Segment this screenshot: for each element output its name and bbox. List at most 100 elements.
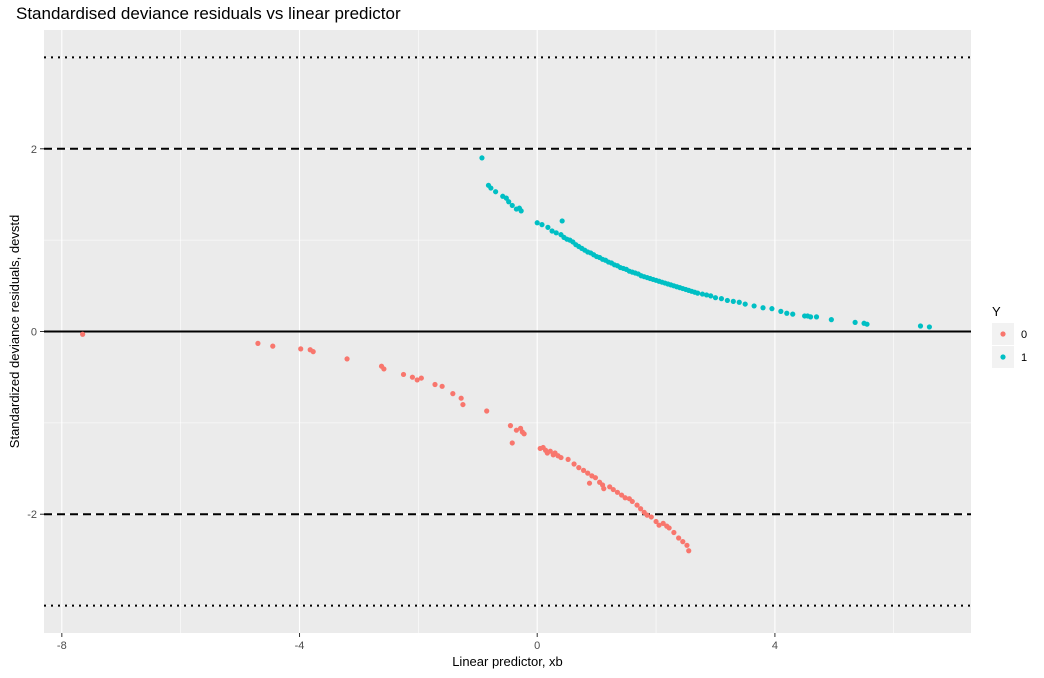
point-series-0 — [610, 486, 616, 493]
point-series-1 — [926, 324, 933, 330]
axis-ticks: -8 -4 0 4 -2 0 2 — [27, 144, 778, 652]
point-series-0 — [648, 514, 654, 520]
point-series-0 — [521, 431, 527, 437]
data-points — [80, 155, 933, 554]
point-series-1 — [549, 228, 555, 234]
point-series-0 — [460, 401, 466, 408]
point-series-1 — [751, 303, 757, 309]
point-series-1 — [488, 185, 494, 191]
point-series-1 — [493, 189, 499, 195]
point-series-0 — [418, 375, 424, 381]
point-series-0 — [571, 461, 577, 467]
point-series-1 — [703, 292, 710, 298]
point-series-1 — [864, 321, 870, 327]
point-series-0 — [432, 381, 438, 388]
point-series-1 — [479, 155, 485, 161]
y-tick-label: -2 — [27, 509, 37, 521]
point-series-1 — [778, 308, 784, 314]
point-series-0 — [565, 456, 571, 463]
point-series-1 — [509, 202, 515, 209]
point-series-0 — [676, 535, 682, 541]
y-tick-label: 0 — [31, 327, 37, 339]
point-series-0 — [629, 498, 635, 505]
point-series-0 — [684, 542, 690, 548]
point-series-0 — [509, 440, 515, 446]
point-series-1 — [695, 290, 701, 296]
x-tick-label: 0 — [534, 640, 540, 652]
point-series-0 — [270, 343, 276, 349]
point-series-1 — [760, 305, 766, 311]
x-tick-label: 4 — [772, 640, 778, 652]
point-series-1 — [917, 323, 924, 329]
point-series-1 — [784, 310, 790, 316]
point-series-0 — [586, 480, 593, 486]
point-series-0 — [638, 506, 644, 512]
point-series-0 — [344, 356, 350, 362]
point-series-0 — [686, 548, 692, 554]
point-series-1 — [712, 295, 719, 301]
point-series-1 — [813, 314, 820, 320]
point-series-0 — [618, 492, 625, 498]
point-series-1 — [724, 297, 730, 304]
point-series-1 — [828, 317, 834, 323]
point-series-0 — [310, 349, 316, 355]
point-series-0 — [558, 454, 564, 461]
x-axis-title: Linear predictor, xb — [452, 654, 563, 669]
point-series-0 — [409, 374, 416, 380]
point-series-0 — [439, 383, 445, 389]
point-series-1 — [718, 296, 725, 302]
point-series-1 — [807, 314, 814, 320]
point-series-1 — [852, 319, 858, 325]
legend-key-point — [1000, 354, 1006, 360]
point-series-1 — [518, 208, 524, 214]
point-series-1 — [699, 291, 706, 297]
point-series-0 — [507, 423, 514, 429]
legend-label: 1 — [1021, 352, 1027, 364]
point-series-1 — [708, 293, 714, 299]
point-series-0 — [414, 377, 420, 383]
legend-title: Y — [992, 304, 1001, 319]
point-series-0 — [450, 391, 456, 397]
point-series-1 — [559, 218, 565, 224]
point-series-0 — [634, 502, 640, 508]
y-axis-title: Standardized deviance residuals, devstd — [7, 215, 22, 448]
point-series-0 — [580, 467, 587, 473]
point-series-0 — [585, 470, 591, 476]
point-series-1 — [553, 230, 559, 236]
point-series-1 — [545, 224, 551, 230]
point-series-0 — [80, 331, 86, 337]
y-tick-label: 2 — [31, 144, 37, 156]
point-series-0 — [644, 512, 650, 518]
point-series-0 — [400, 371, 407, 378]
reference-lines — [44, 56, 971, 607]
point-series-0 — [614, 489, 621, 495]
point-series-1 — [769, 306, 775, 312]
point-series-0 — [601, 486, 607, 492]
chart-title: Standardised deviance residuals vs linea… — [16, 4, 401, 23]
point-series-0 — [513, 427, 520, 433]
point-series-0 — [656, 522, 662, 528]
point-series-0 — [653, 518, 659, 525]
point-series-0 — [660, 520, 666, 526]
legend-label: 0 — [1021, 329, 1027, 341]
point-series-0 — [484, 408, 490, 414]
point-series-0 — [666, 525, 672, 531]
point-series-0 — [607, 484, 613, 490]
point-series-1 — [736, 299, 742, 305]
point-series-1 — [506, 199, 512, 205]
point-series-0 — [576, 465, 582, 471]
point-series-1 — [534, 220, 540, 226]
point-series-0 — [592, 475, 599, 481]
point-series-1 — [742, 301, 748, 307]
legend-key-point — [1000, 331, 1006, 337]
point-series-1 — [790, 311, 796, 317]
point-series-0 — [458, 395, 464, 401]
x-tick-label: -4 — [295, 640, 305, 652]
point-series-0 — [547, 448, 553, 454]
point-series-0 — [255, 340, 261, 346]
legend: Y 0 1 — [992, 304, 1027, 368]
point-series-0 — [680, 539, 686, 545]
point-series-0 — [622, 495, 628, 501]
point-series-1 — [730, 298, 736, 304]
